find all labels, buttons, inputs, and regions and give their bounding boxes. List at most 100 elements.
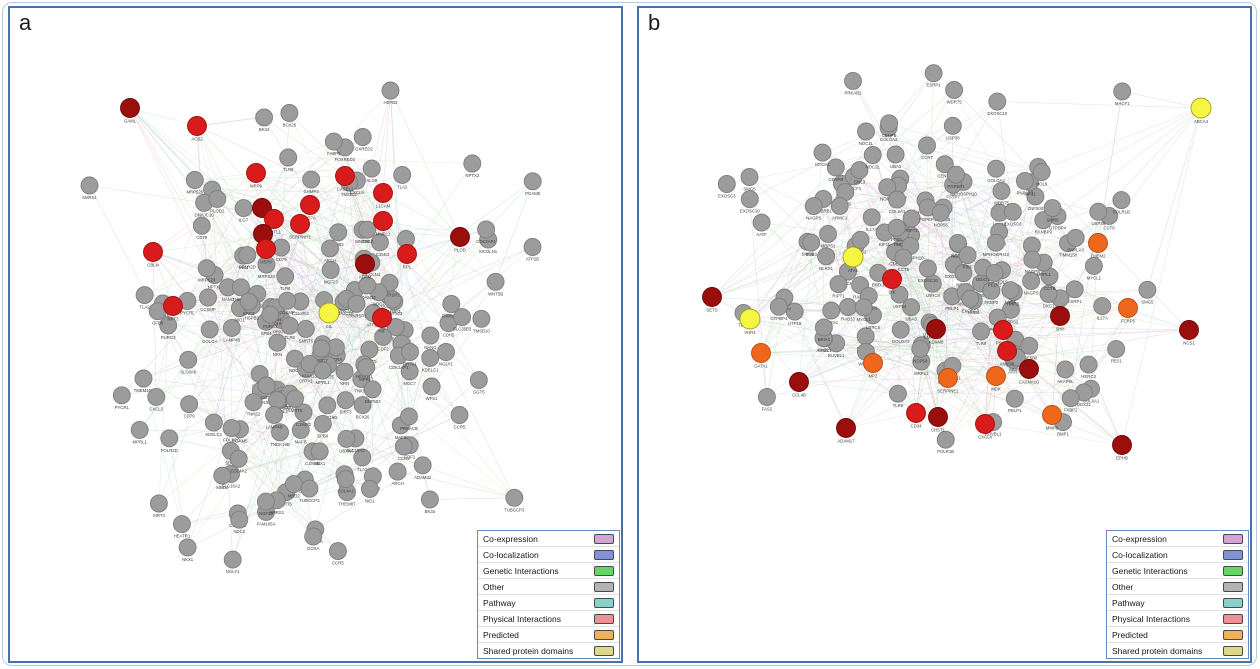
gene-node-label: BIK <box>889 290 896 295</box>
gene-node <box>854 298 873 317</box>
gene-node <box>463 154 482 173</box>
gene-node <box>1113 82 1132 101</box>
gene-node <box>291 420 310 439</box>
gene-node-label: PGAM5 <box>232 439 248 444</box>
network-edge <box>495 181 533 282</box>
gene-node <box>972 322 990 341</box>
network-edge <box>1083 307 1129 393</box>
legend-color-swatch <box>1223 629 1243 640</box>
gene-node <box>276 267 295 286</box>
gene-node-label: MPRL1 <box>359 377 374 382</box>
gene-node-label: PRKACB <box>273 330 291 335</box>
network-edge <box>749 318 921 350</box>
gene-node-label: NOP58 <box>951 254 966 259</box>
gene-node-label: CCR5 <box>398 456 410 461</box>
gene-node-label: MRT5 <box>280 502 292 507</box>
gene-node <box>400 407 418 426</box>
network-edge <box>910 235 997 377</box>
gene-node-label: NGLY1 <box>226 569 240 574</box>
gene-node-label: CRTA1 <box>403 362 417 367</box>
gene-node <box>802 233 821 252</box>
network-edge <box>937 369 1066 418</box>
gene-node <box>197 259 216 278</box>
gene-node <box>401 343 419 361</box>
gene-node <box>112 386 131 405</box>
gene-node-label: PNPLA3 <box>1067 247 1084 252</box>
gene-node-label: GOLGA2 <box>892 339 910 344</box>
gene-node <box>1088 233 1108 253</box>
network-edge <box>336 239 489 356</box>
gene-node-label: FKBP2 <box>1064 408 1078 413</box>
gene-node-label: HEATR1 <box>174 534 191 539</box>
gene-node <box>850 161 869 180</box>
gene-node <box>358 220 377 239</box>
network-edge <box>129 107 198 127</box>
gene-node-label: RANBP9 <box>1035 230 1053 235</box>
gene-node-label: NUD5 <box>968 310 980 315</box>
gene-node-label: MPRL1 <box>133 439 148 444</box>
gene-node-label: CDF2 <box>377 346 389 351</box>
network-edge <box>382 90 391 194</box>
gene-node <box>938 368 958 388</box>
network-edge <box>213 248 267 423</box>
network-edge <box>852 80 928 208</box>
gene-node-label: CCT8 <box>1103 225 1115 230</box>
gene-node <box>265 405 284 424</box>
gene-node-label: SMRT5 <box>299 338 314 343</box>
gene-node-label: WDR75 <box>947 99 963 104</box>
gene-node-label: NDC2 <box>373 302 385 307</box>
gene-node <box>1190 97 1212 119</box>
gene-node-label: CDH5 <box>271 321 283 326</box>
gene-node-label: GNL3 <box>854 180 866 185</box>
gene-node <box>472 309 491 328</box>
network-edge <box>1057 107 1202 217</box>
network-edge <box>429 497 515 500</box>
gene-node-label: KIF11 <box>879 242 891 247</box>
gene-node <box>1112 435 1132 455</box>
legend-color-swatch <box>594 549 614 560</box>
gene-node-label: LRRC8 <box>866 325 881 330</box>
network-edge <box>289 389 373 394</box>
gene-node-label: COL4A2 <box>230 468 247 473</box>
gene-node <box>381 81 400 100</box>
gene-node-label: TUBGCP3 <box>504 507 525 512</box>
gene-node-label: ATA1 <box>848 268 859 273</box>
network-edge <box>273 90 391 220</box>
gene-node-label: TUB2 <box>333 242 345 247</box>
gene-node-label: CENPB <box>882 133 897 138</box>
network-edge <box>321 238 407 349</box>
gene-node-label: CYBRB1 <box>815 208 833 213</box>
gene-node-label: FOLR2D <box>161 448 178 453</box>
gene-node-label: HSPB2 <box>245 315 260 320</box>
gene-node <box>300 479 319 498</box>
network-edge <box>273 218 372 263</box>
network-edge <box>845 357 1017 429</box>
legend-color-swatch <box>594 581 614 592</box>
gene-node-label: MPZ <box>868 374 877 379</box>
gene-node <box>257 376 276 395</box>
network-edge <box>395 181 533 328</box>
gene-node <box>134 369 153 388</box>
gene-node <box>717 175 736 193</box>
gene-node-label: ZNF318 <box>339 308 355 313</box>
gene-node-label: MPHOSPH10 <box>950 191 977 196</box>
gene-node <box>839 298 858 316</box>
gene-node-label: ADAM17 <box>837 439 855 444</box>
network-edge <box>397 471 515 499</box>
gene-node-label: C11orf52 <box>292 311 310 316</box>
gene-node-label: EXOSC3 <box>961 308 979 313</box>
network-edge <box>144 218 275 296</box>
network-edge <box>196 125 267 265</box>
network-edge <box>213 422 316 530</box>
gene-node-label: PLOD <box>454 248 466 253</box>
gene-node <box>397 244 417 264</box>
gene-node <box>178 538 197 557</box>
network-edge <box>328 192 384 314</box>
legend-item-label: Co-localization <box>483 549 539 560</box>
gene-node <box>312 339 331 358</box>
gene-node-label: L1CAM <box>376 204 391 209</box>
network-edge <box>915 315 1061 414</box>
gene-node-label: TLR8 <box>284 335 295 340</box>
network-edge <box>152 251 157 397</box>
